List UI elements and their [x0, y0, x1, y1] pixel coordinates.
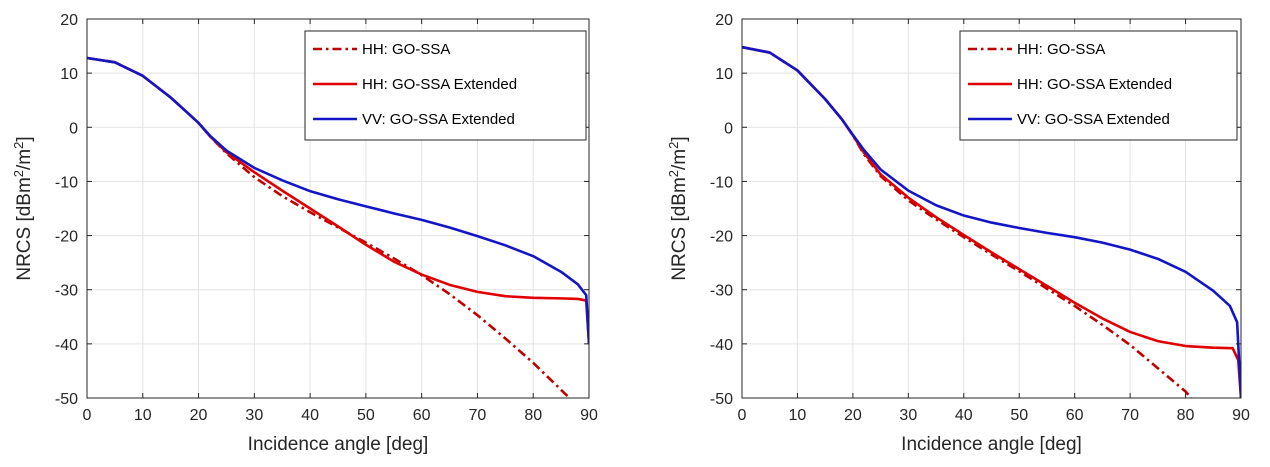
legend-label-3: VV: GO-SSA Extended	[1017, 111, 1170, 128]
y-tick-label: 20	[60, 12, 78, 29]
axes-box	[741, 18, 1242, 399]
series-group	[742, 45, 1241, 398]
x-axis-label: Incidence angle [deg]	[248, 434, 429, 455]
y-tick-label: 20	[715, 12, 733, 29]
y-tick-label: -10	[55, 174, 78, 191]
y-tick-label: -50	[710, 391, 733, 408]
series-group	[87, 56, 589, 398]
axes-box	[86, 18, 590, 399]
x-tick-label: 50	[357, 407, 375, 424]
x-tick-label: 0	[83, 407, 92, 424]
x-tick-label: 90	[1232, 407, 1250, 424]
x-tick-label: 80	[1177, 407, 1195, 424]
legend-label-2: HH: GO-SSA Extended	[362, 76, 517, 93]
x-tick-label: 80	[524, 407, 542, 424]
legend-box	[959, 30, 1238, 141]
x-tick-label: 60	[1066, 407, 1084, 424]
tick-marks	[741, 18, 1242, 399]
y-tick-label: 10	[715, 66, 733, 83]
series-line-3	[742, 45, 1241, 398]
y-tick-label: -20	[55, 229, 78, 246]
chart-2: 0 10 20 30 40 50 60 70 80 90 -50 -40 -30 -20 -10 0 10 20 I…	[666, 12, 1250, 455]
chart-1: 0 10 20 30 40 50 60 70 80 90 -50 -40 -30 -20 -10 0 10 20 I…	[11, 12, 598, 455]
x-tick-label: 0	[738, 407, 747, 424]
x-tick-label: 60	[413, 407, 431, 424]
x-tick-label: 30	[245, 407, 263, 424]
series-line-3	[87, 56, 589, 344]
legend-label-1: HH: GO-SSA	[362, 41, 450, 58]
x-tick-label: 20	[844, 407, 862, 424]
x-tick-label: 40	[955, 407, 973, 424]
y-tick-label: -30	[710, 283, 733, 300]
y-tick-label: -50	[55, 391, 78, 408]
y-axis-label: NRCS [dBm2/m2]	[666, 136, 690, 280]
y-tick-label: -40	[710, 337, 733, 354]
x-tick-label: 70	[469, 407, 487, 424]
legend: HH: GO-SSA HH: GO-SSA Extended VV: GO-SSA …	[304, 30, 587, 141]
y-tick-label: 0	[724, 120, 733, 137]
y-axis-label: NRCS [dBm2/m2]	[11, 136, 35, 280]
x-tick-label: 20	[190, 407, 208, 424]
x-tick-label: 70	[1121, 407, 1139, 424]
legend-label-2: HH: GO-SSA Extended	[1017, 76, 1172, 93]
x-tick-label: 50	[1010, 407, 1028, 424]
legend-label-1: HH: GO-SSA	[1017, 41, 1105, 58]
x-tick-label: 10	[134, 407, 152, 424]
y-tick-label: -10	[710, 174, 733, 191]
x-tick-label: 10	[789, 407, 807, 424]
x-tick-label: 90	[580, 407, 598, 424]
y-tick-label: -20	[710, 229, 733, 246]
x-tick-label: 40	[301, 407, 319, 424]
legend: HH: GO-SSA HH: GO-SSA Extended VV: GO-SSA …	[959, 30, 1238, 141]
legend-box	[304, 30, 587, 141]
y-tick-label: 10	[60, 66, 78, 83]
tick-marks	[86, 18, 590, 399]
y-tick-label: -40	[55, 337, 78, 354]
y-tick-label: -30	[55, 283, 78, 300]
x-axis-label: Incidence angle [deg]	[901, 434, 1082, 455]
legend-label-3: VV: GO-SSA Extended	[362, 111, 515, 128]
y-tick-label: 0	[69, 120, 78, 137]
x-tick-label: 30	[899, 407, 917, 424]
